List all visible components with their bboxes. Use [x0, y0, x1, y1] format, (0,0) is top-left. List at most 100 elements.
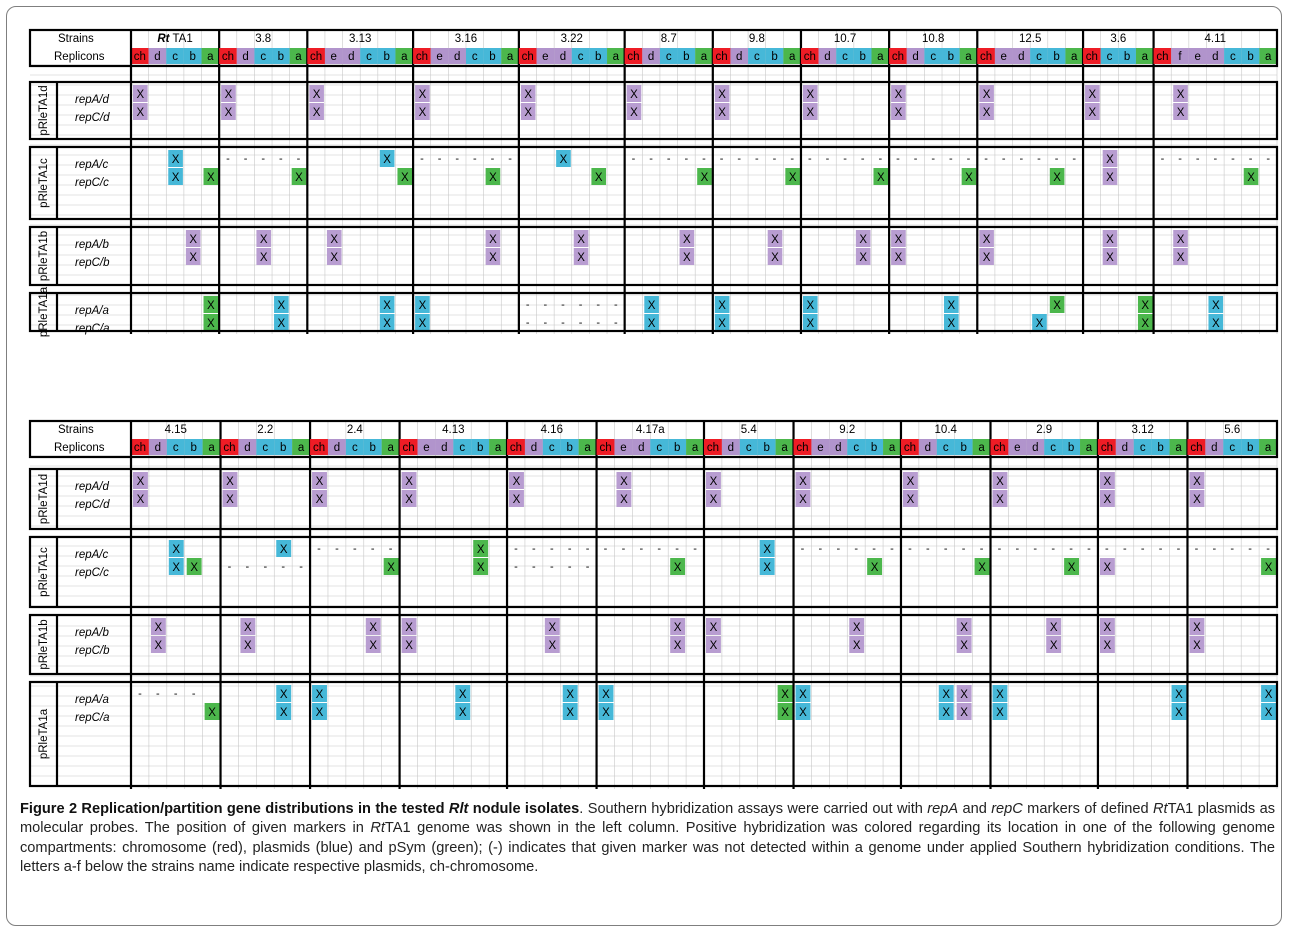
hybridization-cell	[520, 85, 536, 102]
replicon-cell-c	[465, 48, 484, 64]
hybridization-mark: X	[489, 252, 497, 264]
hybridization-mark: X	[710, 476, 718, 488]
hybridization-cell	[556, 150, 571, 167]
absent-mark: -	[561, 317, 565, 329]
hybridization-cell	[670, 558, 686, 575]
replicon-label: ch	[1101, 442, 1113, 454]
absent-mark: -	[263, 561, 267, 573]
replicon-cell-d	[342, 48, 361, 64]
hybridization-mark: X	[895, 252, 903, 264]
replicon-label: ch	[599, 442, 611, 454]
replicon-label: c	[656, 442, 662, 454]
strain-name: 4.13	[442, 424, 464, 436]
replicon-label: b	[948, 51, 954, 63]
absent-mark: -	[1069, 543, 1073, 555]
hybridization-cell	[1173, 103, 1188, 120]
replicon-cell-b	[942, 48, 960, 64]
absent-mark: -	[1195, 543, 1199, 555]
absent-mark: -	[1231, 153, 1235, 165]
replicon-label: b	[477, 442, 483, 454]
hybridization-mark: X	[983, 107, 991, 119]
hybridization-mark: X	[674, 562, 682, 574]
hybridization-cell	[1189, 618, 1205, 635]
replicon-cell-b	[483, 48, 502, 64]
absent-mark: -	[657, 543, 661, 555]
replicon-cell-a	[972, 439, 991, 455]
replicon-label: c	[1230, 51, 1236, 63]
hybridization-cell	[401, 490, 417, 507]
hybridization-mark: X	[960, 707, 968, 719]
hybridization-mark: X	[602, 707, 610, 719]
replicon-label: a	[789, 51, 796, 63]
absent-mark: -	[526, 299, 530, 311]
replicon-cell-ch	[219, 48, 237, 64]
replicon-label: ch	[510, 442, 522, 454]
marker-label: repA/b	[75, 239, 109, 251]
replicon-label: a	[978, 442, 985, 454]
hybridization-cell	[1102, 168, 1118, 185]
replicon-label: d	[242, 51, 248, 63]
hybridization-cell	[767, 248, 783, 265]
absent-mark: -	[967, 153, 971, 165]
replicon-label: c	[352, 442, 358, 454]
hybridization-cell	[1189, 636, 1205, 653]
strain-name: 2.4	[347, 424, 364, 436]
replicon-label: ch	[313, 442, 325, 454]
absent-mark: -	[896, 153, 900, 165]
replicon-cell-d	[721, 439, 740, 455]
absent-mark: -	[586, 543, 590, 555]
hybridization-cell	[544, 636, 560, 653]
replicons-label: Replicons	[54, 51, 105, 63]
absent-mark: -	[1266, 153, 1270, 165]
replicon-cell-e	[536, 48, 555, 64]
replicon-cell-a	[959, 48, 978, 64]
group-border-pRleTA1c	[28, 145, 1279, 221]
hybridization-cell	[485, 168, 501, 185]
hybridization-cell	[379, 296, 395, 313]
replicon-cell-c	[847, 439, 866, 455]
hybridization-mark: X	[419, 107, 427, 119]
replicon-label: a	[507, 51, 514, 63]
hybridization-mark: X	[648, 318, 656, 330]
replicon-label: c	[260, 51, 266, 63]
hybridization-cell	[961, 168, 977, 185]
absent-mark: -	[639, 543, 643, 555]
strains-label: Strains	[58, 33, 94, 45]
absent-mark: -	[949, 153, 953, 165]
hybridization-mark: X	[648, 300, 656, 312]
replicon-cell-a	[201, 48, 220, 64]
replicon-label: a	[781, 442, 788, 454]
marker-label: repC/a	[75, 323, 110, 335]
strain-name: 4.16	[541, 424, 563, 436]
hybridization-cell	[379, 150, 395, 167]
hybridization-mark: X	[718, 89, 726, 101]
hybridization-mark: X	[137, 476, 145, 488]
hybridization-cell	[992, 685, 1008, 702]
replicon-label: a	[295, 51, 302, 63]
absent-mark: -	[755, 153, 759, 165]
hybridization-mark: X	[1247, 172, 1255, 184]
replicon-label: a	[1175, 442, 1182, 454]
hybridization-cell	[276, 703, 292, 720]
replicon-label: ch	[1156, 51, 1168, 63]
replicon-cell-c	[1223, 439, 1242, 455]
hybridization-mark: X	[674, 640, 682, 652]
hybridization-mark: X	[172, 154, 180, 166]
hybridization-cell	[168, 540, 184, 557]
hybridization-cell	[626, 85, 642, 102]
hybridization-mark: X	[965, 172, 973, 184]
hybridization-mark: X	[155, 622, 163, 634]
hybridization-cell	[1261, 703, 1276, 720]
replicon-cell-b	[668, 439, 687, 455]
hybridization-cell	[979, 248, 994, 265]
replicon-label: b	[278, 51, 284, 63]
hybridization-mark: X	[316, 494, 324, 506]
hybridization-mark: X	[383, 154, 391, 166]
replicon-cell-d	[148, 48, 167, 64]
hybridization-cell	[855, 248, 871, 265]
absent-mark: -	[614, 317, 618, 329]
hybridization-cell	[168, 558, 184, 575]
hybridization-mark: X	[871, 562, 879, 574]
strains-label: Strains	[58, 424, 94, 436]
